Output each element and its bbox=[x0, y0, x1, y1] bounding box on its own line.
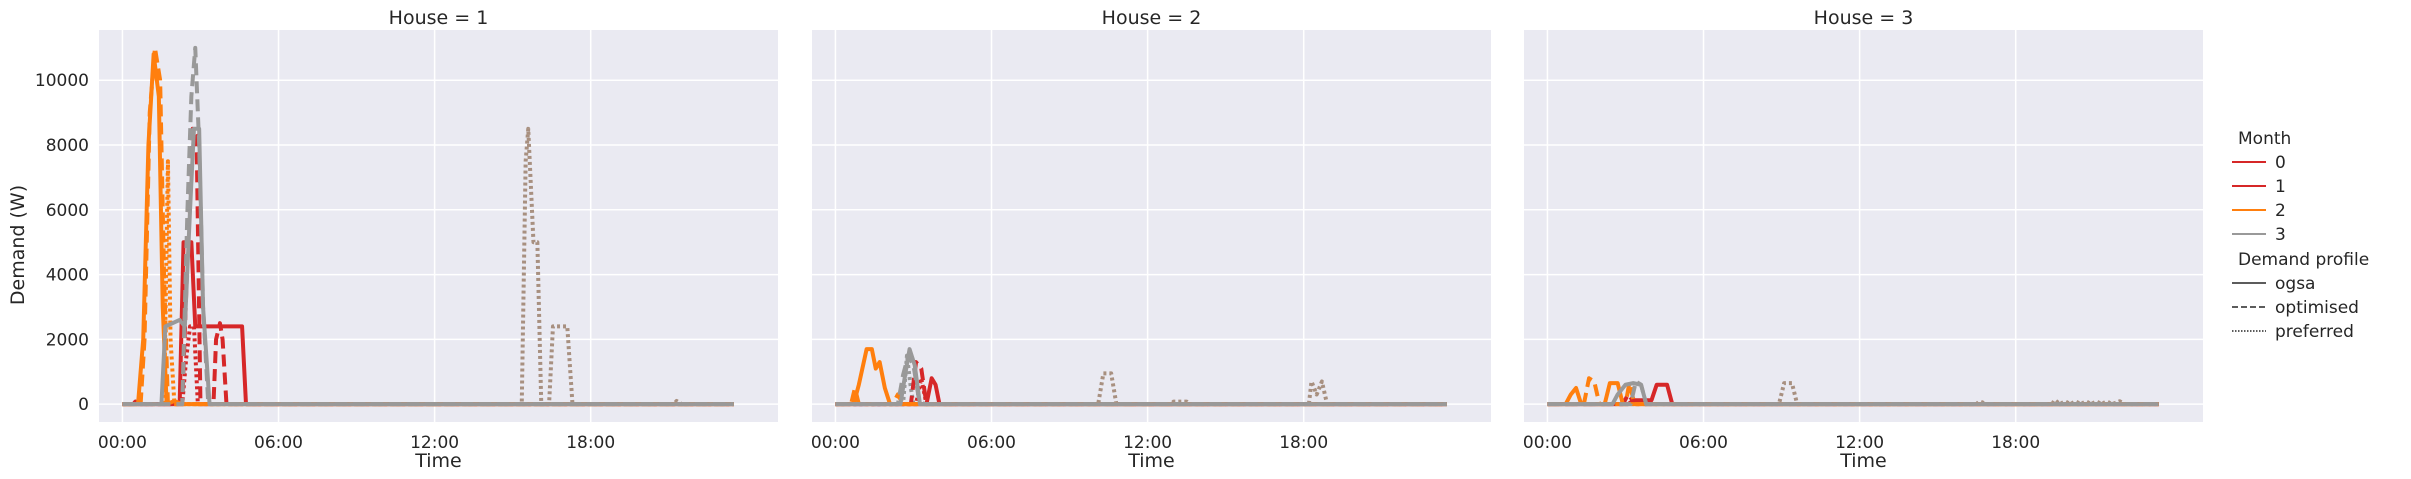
series-line-brown-dotted bbox=[835, 371, 1447, 407]
x-tick-label: 06:00 bbox=[967, 433, 1016, 453]
legend: Month 0 1 2 3 Demand profile ogsa optimised pref… bbox=[2232, 129, 2369, 342]
series-line-orange-solid bbox=[122, 52, 734, 407]
x-tick-label: 18:00 bbox=[1991, 433, 2040, 453]
x-axis-label: Time bbox=[1839, 450, 1887, 472]
series-line-grey-solid bbox=[1547, 381, 2159, 407]
plot-area bbox=[1524, 30, 2203, 422]
x-tick-label: 00:00 bbox=[811, 433, 860, 453]
x-tick-label: 00:00 bbox=[98, 433, 147, 453]
y-tick-label: 6000 bbox=[46, 201, 89, 221]
legend-style-label: optimised bbox=[2275, 298, 2359, 318]
legend-style-title: Demand profile bbox=[2238, 250, 2369, 270]
y-tick-label: 2000 bbox=[46, 330, 89, 350]
legend-style-label: ogsa bbox=[2275, 274, 2315, 294]
x-tick-label: 18:00 bbox=[1279, 433, 1328, 453]
legend-hue-label: 1 bbox=[2275, 177, 2286, 197]
legend-style-label: preferred bbox=[2275, 322, 2354, 342]
legend-hue-title: Month bbox=[2238, 129, 2291, 149]
x-tick-label: 12:00 bbox=[410, 433, 459, 453]
y-axis-label: Demand (W) bbox=[7, 185, 29, 305]
series-line-orange-solid bbox=[835, 347, 1447, 407]
panel-house-2: 00:00 06:00 12:00 18:00 House = 2 Time bbox=[811, 7, 1491, 472]
chart-panels: 00:00 06:00 12:00 18:00 0 2000 4000 6000 8000 100… bbox=[35, 7, 2203, 472]
series-line-red-solid bbox=[122, 240, 734, 407]
x-tick-label: 06:00 bbox=[254, 433, 303, 453]
panel-title: House = 3 bbox=[1814, 7, 1914, 29]
plot-area bbox=[812, 30, 1491, 422]
x-tick-label: 00:00 bbox=[1523, 433, 1572, 453]
plot-area bbox=[99, 30, 778, 422]
x-tick-label: 12:00 bbox=[1123, 433, 1172, 453]
series-line-grey-solid bbox=[122, 126, 734, 407]
panel-house-1: 00:00 06:00 12:00 18:00 0 2000 4000 6000 8000 100… bbox=[35, 7, 778, 472]
legend-hue-label: 2 bbox=[2275, 201, 2286, 221]
panel-title: House = 2 bbox=[1102, 7, 1202, 29]
x-axis-label: Time bbox=[414, 450, 462, 472]
y-tick-label: 4000 bbox=[46, 266, 89, 286]
y-tick-label: 0 bbox=[78, 395, 89, 415]
x-tick-label: 18:00 bbox=[566, 433, 615, 453]
x-tick-label: 06:00 bbox=[1679, 433, 1728, 453]
y-tick-label: 10000 bbox=[35, 71, 89, 91]
series-group bbox=[122, 45, 734, 407]
series-group bbox=[1547, 376, 2159, 407]
panel-title: House = 1 bbox=[389, 7, 489, 29]
panel-house-3: 00:00 06:00 12:00 18:00 House = 3 Time bbox=[1523, 7, 2203, 472]
x-tick-label: 12:00 bbox=[1835, 433, 1884, 453]
y-tick-label: 8000 bbox=[46, 136, 89, 156]
series-line-grey-solid bbox=[835, 347, 1447, 407]
series-group bbox=[835, 347, 1447, 407]
legend-hue-label: 3 bbox=[2275, 225, 2286, 245]
x-axis-label: Time bbox=[1127, 450, 1175, 472]
legend-hue-label: 0 bbox=[2275, 153, 2286, 173]
